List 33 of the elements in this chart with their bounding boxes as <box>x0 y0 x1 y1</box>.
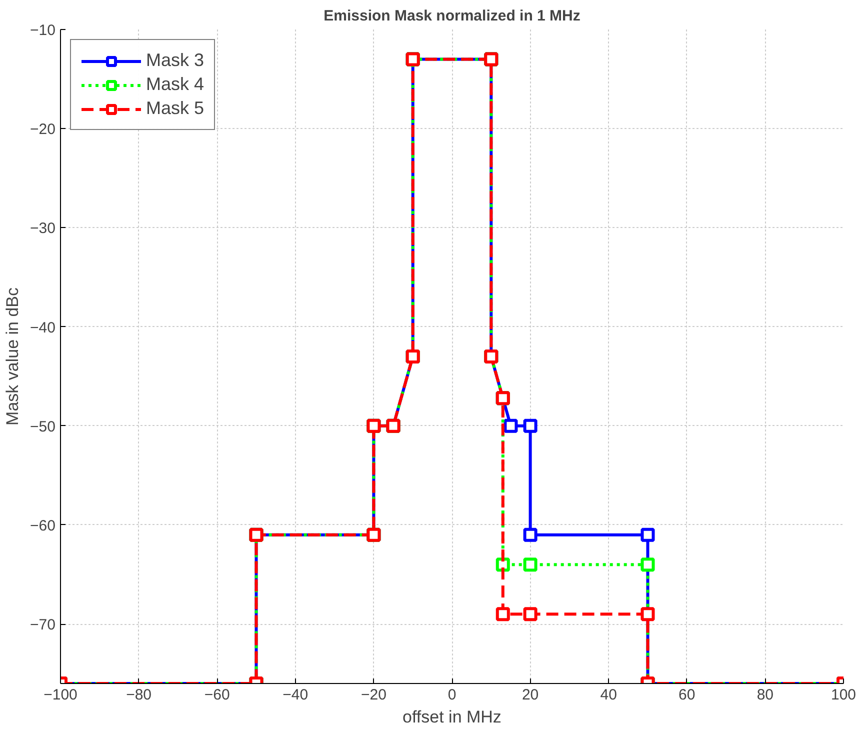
x-tick-label: −20 <box>360 686 386 704</box>
y-tick-label: −60 <box>30 517 56 534</box>
point <box>496 607 510 622</box>
y-tick-label: −20 <box>30 121 56 138</box>
x-tick-label: −60 <box>204 686 230 704</box>
x-axis-title: offset in MHz <box>402 708 502 726</box>
x-tick-label: 0 <box>448 686 456 704</box>
y-axis-title: Mask value in dBc <box>3 287 22 426</box>
y-tick-label: −70 <box>30 616 56 634</box>
legend-label: Mask 3 <box>146 50 204 71</box>
x-tick-label: 60 <box>678 686 696 704</box>
x-tick-label: 80 <box>756 686 774 704</box>
legend-label: Mask 5 <box>146 98 204 119</box>
y-tick-label: −50 <box>30 418 56 436</box>
y-tick-label: −10 <box>30 22 56 39</box>
x-tick-label: −80 <box>126 686 152 704</box>
point <box>523 607 538 622</box>
point <box>640 607 655 622</box>
x-tick-label: 20 <box>522 686 539 704</box>
x-tick-label: 40 <box>600 686 617 704</box>
point <box>640 528 655 542</box>
y-tick-label: −40 <box>30 319 56 336</box>
x-tick-label: 100 <box>830 686 856 704</box>
chart-title: Emission Mask normalized in 1 MHz <box>324 8 580 24</box>
y-tick-label: −30 <box>30 220 56 238</box>
point <box>640 558 655 572</box>
x-tick-label: −100 <box>44 686 78 704</box>
point <box>523 418 538 433</box>
legend-label: Mask 4 <box>146 74 204 95</box>
point <box>523 558 538 572</box>
x-tick-label: −40 <box>282 686 308 704</box>
point <box>523 528 538 542</box>
point <box>504 418 518 433</box>
